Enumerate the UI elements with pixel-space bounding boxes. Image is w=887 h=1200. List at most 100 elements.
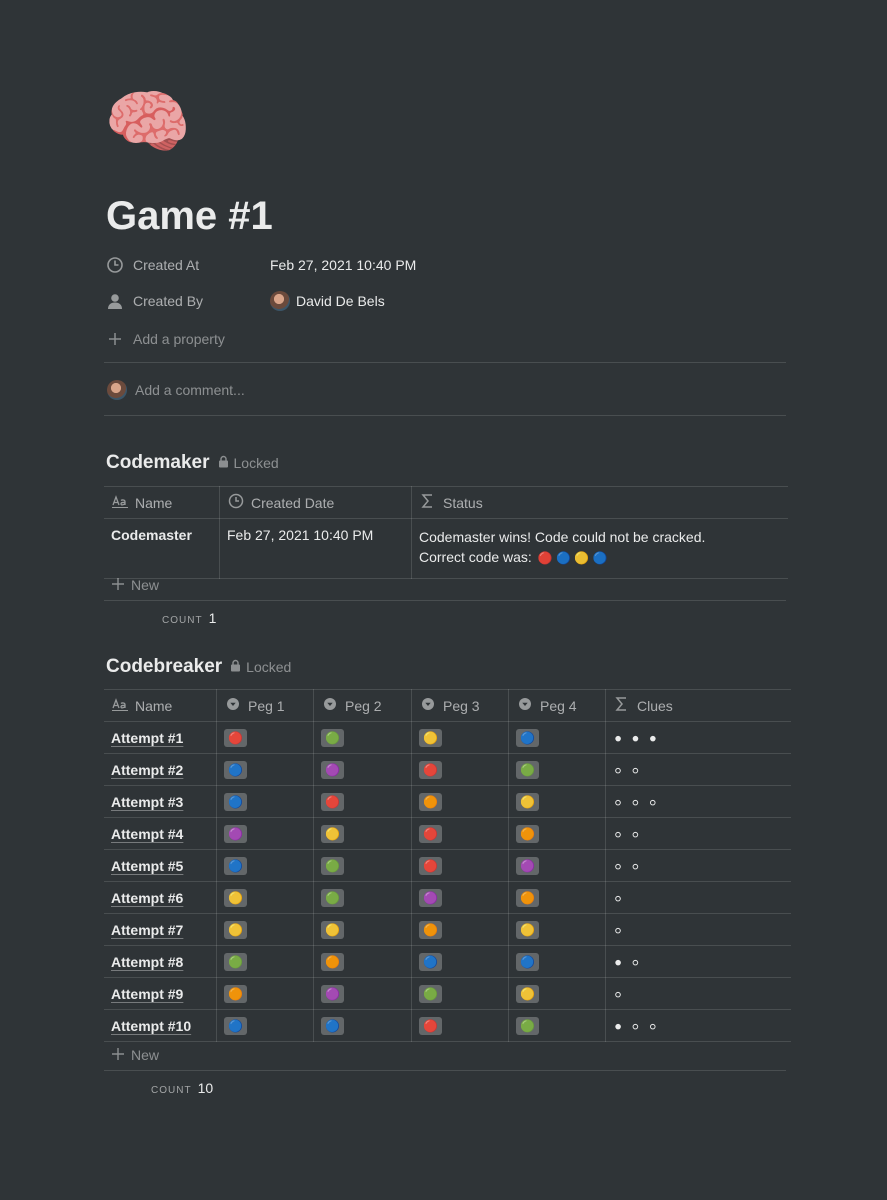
column-header-content: Clues xyxy=(613,695,784,716)
new-row-button[interactable]: New xyxy=(104,570,786,601)
header-row: Name Created Date Status xyxy=(104,486,788,519)
page-icon[interactable]: 🧠 xyxy=(104,83,192,161)
attempt-link[interactable]: Attempt #2 xyxy=(111,761,184,778)
attempt-link[interactable]: Attempt #10 xyxy=(111,1017,192,1034)
clues-cell: ⚪ xyxy=(605,913,791,946)
add-property-text: Add a property xyxy=(133,331,225,347)
peg-cell: 🔵 xyxy=(216,849,314,882)
attempt-link[interactable]: Attempt #7 xyxy=(111,921,184,938)
column-header[interactable]: Clues xyxy=(605,689,791,722)
column-name: Status xyxy=(443,494,483,511)
attempt-link[interactable]: Attempt #5 xyxy=(111,857,184,874)
peg-cell: 🟣 xyxy=(216,817,314,850)
peg-cell: 🟢 xyxy=(508,753,606,786)
peg-cell: 🟢 xyxy=(216,945,314,978)
property-value[interactable]: David De Bels xyxy=(270,291,385,311)
column-header[interactable]: Name xyxy=(104,486,220,519)
value-text: Feb 27, 2021 10:40 PM xyxy=(270,257,417,273)
new-row-button[interactable]: New xyxy=(104,1040,786,1071)
attempt-link[interactable]: Attempt #9 xyxy=(111,985,184,1002)
column-header-content: Peg 1 xyxy=(224,695,306,716)
peg-tag: 🟢 xyxy=(321,856,344,875)
peg-tag: 🔴 xyxy=(419,856,442,875)
peg-tag: 🟣 xyxy=(419,888,442,907)
clues-cell: ⚪ ⚪ xyxy=(605,817,791,850)
clues: ⚫ ⚪ ⚪ xyxy=(613,1019,660,1034)
clock-icon xyxy=(107,257,123,273)
code-label: Correct code was: xyxy=(419,549,532,565)
name-cell: Codemaster xyxy=(104,518,220,579)
page-title: Game #1 xyxy=(106,194,273,238)
peg-cell: 🟡 xyxy=(508,913,606,946)
code-line: Correct code was: 🔴 🔵 🟡 🔵 xyxy=(419,547,781,568)
lock-icon xyxy=(230,659,241,675)
clues: ⚫ ⚫ ⚫ xyxy=(613,731,660,746)
person-icon xyxy=(108,294,122,309)
name-cell: Attempt #1 xyxy=(104,721,217,754)
column-header[interactable]: Name xyxy=(104,689,217,722)
comment-input[interactable]: Add a comment... xyxy=(107,378,787,402)
count-value: 10 xyxy=(197,1080,214,1096)
table-row: Attempt #8 🟢 🟠 🔵 🔵 ⚫ ⚪ xyxy=(104,945,791,978)
value-text: David De Bels xyxy=(296,293,385,309)
property-label: Created By xyxy=(106,292,270,310)
column-header[interactable]: Peg 4 xyxy=(508,689,606,722)
peg-cell: 🟢 xyxy=(313,881,412,914)
clues: ⚪ xyxy=(613,987,626,1002)
peg-cell: 🟣 xyxy=(313,977,412,1010)
column-header[interactable]: Status xyxy=(411,486,788,519)
peg-cell: 🟡 xyxy=(411,721,509,754)
clues: ⚫ ⚪ xyxy=(613,955,643,970)
attempt-link[interactable]: Attempt #8 xyxy=(111,953,184,970)
peg-tag: 🔵 xyxy=(516,728,539,747)
clues: ⚪ ⚪ xyxy=(613,827,643,842)
lock-badge: Locked xyxy=(218,455,279,471)
peg-cell: 🔴 xyxy=(411,849,509,882)
column-header-content: Peg 4 xyxy=(516,695,598,716)
divider xyxy=(104,362,786,363)
column-name: Name xyxy=(135,697,173,714)
column-header-content: Name xyxy=(111,695,209,716)
peg-tag: 🟣 xyxy=(224,824,247,843)
attempt-link[interactable]: Attempt #6 xyxy=(111,889,184,906)
name-cell: Attempt #6 xyxy=(104,881,217,914)
codebreaker-table: Name Peg 1 Peg 2 Peg 3 Peg 4 Clues Attempt #1 🔴… xyxy=(104,689,791,1042)
clues: ⚪ xyxy=(613,923,626,938)
column-header[interactable]: Created Date xyxy=(219,486,412,519)
attempt-link[interactable]: Attempt #3 xyxy=(111,793,184,810)
column-name: Peg 1 xyxy=(248,697,285,714)
attempt-link[interactable]: Attempt #4 xyxy=(111,825,184,842)
row-name[interactable]: Codemaster xyxy=(111,527,192,543)
peg-tag: 🟡 xyxy=(224,920,247,939)
add-property[interactable]: Add a property xyxy=(106,327,786,351)
peg-cell: 🟣 xyxy=(313,753,412,786)
peg-cell: 🟣 xyxy=(508,849,606,882)
section-title: Codemaker xyxy=(106,452,210,473)
clues-cell: ⚫ ⚫ ⚫ xyxy=(605,721,791,754)
peg-tag: 🔴 xyxy=(224,728,247,747)
column-header[interactable]: Peg 1 xyxy=(216,689,314,722)
avatar xyxy=(270,291,290,311)
table-row: Attempt #6 🟡 🟢 🟣 🟠 ⚪ xyxy=(104,881,791,914)
table-row: Attempt #2 🔵 🟣 🔴 🟢 ⚪ ⚪ xyxy=(104,753,791,786)
column-header[interactable]: Peg 3 xyxy=(411,689,509,722)
peg-cell: 🔵 xyxy=(313,1009,412,1042)
new-text: New xyxy=(131,1047,160,1063)
peg-tag: 🟡 xyxy=(321,824,344,843)
column-icon xyxy=(111,695,129,716)
lock-text: Locked xyxy=(246,659,292,675)
column-name: Name xyxy=(135,494,173,511)
column-name: Peg 4 xyxy=(540,697,577,714)
attempt-link[interactable]: Attempt #1 xyxy=(111,729,184,746)
peg-cell: 🟠 xyxy=(313,945,412,978)
property-value: Feb 27, 2021 10:40 PM xyxy=(270,257,416,273)
column-name: Peg 2 xyxy=(345,697,382,714)
count-label: COUNT xyxy=(151,1085,192,1096)
peg-cell: 🔴 xyxy=(411,817,509,850)
peg-tag: 🟡 xyxy=(321,920,344,939)
column-header[interactable]: Peg 2 xyxy=(313,689,412,722)
peg-tag: 🟠 xyxy=(321,952,344,971)
peg-cell: 🔵 xyxy=(508,721,606,754)
